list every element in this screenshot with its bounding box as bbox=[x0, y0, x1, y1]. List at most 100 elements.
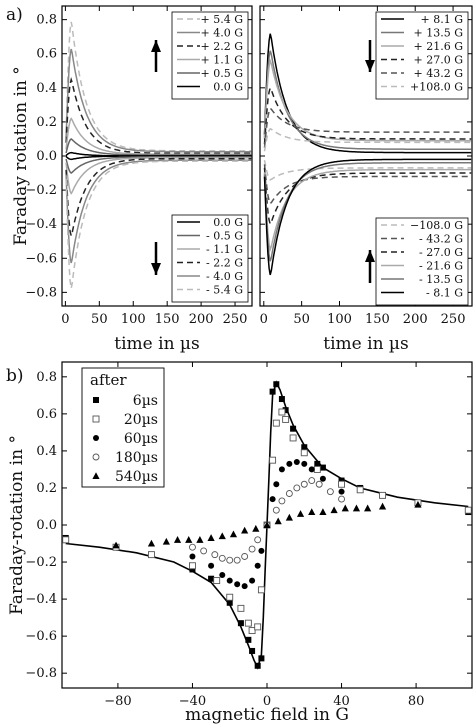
y-tick-label: 0.2 bbox=[36, 115, 57, 130]
data-point bbox=[208, 562, 215, 569]
legend-label: - 27.0 G bbox=[419, 246, 463, 259]
series-line bbox=[263, 168, 472, 253]
legend-label: - 4.0 G bbox=[206, 270, 243, 283]
data-point bbox=[296, 510, 305, 517]
data-point bbox=[330, 506, 338, 514]
data-point bbox=[248, 627, 256, 635]
y-tick-label: −0.2 bbox=[25, 183, 57, 198]
series-line bbox=[65, 76, 252, 155]
data-point bbox=[319, 508, 327, 516]
series-line bbox=[263, 50, 472, 150]
data-point bbox=[245, 636, 252, 643]
data-point bbox=[147, 539, 156, 547]
data-point bbox=[319, 464, 326, 471]
data-point bbox=[278, 497, 286, 505]
data-point bbox=[301, 460, 308, 467]
data-point bbox=[285, 490, 293, 497]
data-point bbox=[200, 547, 208, 555]
data-point bbox=[196, 536, 204, 543]
y-tick-label: 0.0 bbox=[36, 149, 57, 164]
data-point bbox=[379, 491, 386, 499]
data-point bbox=[293, 459, 300, 466]
x-tick-label: −40 bbox=[179, 694, 206, 709]
x-axis-label: time in µs bbox=[323, 334, 408, 354]
data-point bbox=[254, 623, 262, 631]
data-point bbox=[300, 480, 308, 488]
data-point bbox=[185, 536, 193, 543]
x-axis-label: time in µs bbox=[114, 334, 199, 354]
data-point bbox=[278, 466, 285, 473]
series-line bbox=[65, 155, 252, 161]
legend-label: + 27.0 G bbox=[414, 54, 464, 67]
legend-label: + 4.0 G bbox=[201, 27, 244, 40]
legend-label: - 43.2 G bbox=[419, 233, 463, 246]
y-tick-label: 0.6 bbox=[36, 407, 57, 422]
data-point bbox=[189, 543, 196, 551]
data-point bbox=[301, 444, 308, 451]
data-point bbox=[269, 388, 276, 395]
data-point bbox=[352, 504, 361, 512]
data-point bbox=[378, 502, 387, 510]
y-tick-label: −0.6 bbox=[25, 251, 57, 266]
legend-label: + 5.4 G bbox=[201, 13, 244, 26]
data-point bbox=[269, 456, 277, 464]
data-point bbox=[356, 486, 364, 494]
legend-label: 180µs bbox=[115, 450, 158, 466]
up-arrow-head bbox=[365, 250, 375, 262]
data-point bbox=[241, 553, 249, 560]
legend-label: - 5.4 G bbox=[206, 284, 243, 297]
legend-label: + 21.6 G bbox=[414, 40, 464, 53]
legend-marker bbox=[92, 472, 100, 479]
y-tick-label: −0.4 bbox=[25, 592, 57, 607]
series-line bbox=[65, 48, 252, 153]
series-line bbox=[65, 156, 252, 195]
data-point bbox=[364, 504, 372, 512]
legend-label: −108.0 G bbox=[410, 219, 463, 232]
data-point bbox=[319, 475, 326, 482]
x-tick-label: 200 bbox=[403, 312, 428, 327]
x-tick-label: 250 bbox=[441, 312, 466, 327]
y-tick-label: 0.8 bbox=[36, 13, 57, 28]
data-point bbox=[263, 521, 271, 528]
x-tick-label: 0 bbox=[61, 312, 69, 327]
data-point bbox=[208, 575, 215, 582]
legend-label: - 1.1 G bbox=[206, 243, 243, 256]
series-line bbox=[263, 58, 472, 142]
y-tick-label: −0.4 bbox=[25, 217, 57, 232]
series-line bbox=[263, 159, 472, 181]
legend-label: 0.0 G bbox=[213, 81, 243, 94]
data-point bbox=[273, 481, 280, 488]
series-line bbox=[65, 117, 252, 156]
x-tick-label: 200 bbox=[189, 312, 214, 327]
legend-box bbox=[81, 367, 165, 488]
series-line bbox=[263, 158, 472, 276]
data-point bbox=[282, 415, 290, 423]
data-point bbox=[234, 581, 241, 588]
legend-label: + 43.2 G bbox=[414, 67, 464, 80]
data-point bbox=[315, 480, 323, 488]
legend-label: - 8.1 G bbox=[426, 287, 463, 300]
data-point bbox=[241, 583, 248, 590]
data-point bbox=[257, 586, 265, 594]
data-point bbox=[112, 541, 120, 549]
x-tick-label: 100 bbox=[121, 312, 146, 327]
y-tick-label: −0.2 bbox=[25, 555, 57, 570]
data-point bbox=[226, 556, 234, 564]
y-axis-label: Faraday-rotation in ° bbox=[7, 435, 27, 615]
legend-label: 540µs bbox=[115, 469, 158, 485]
series-line bbox=[263, 164, 472, 205]
data-point bbox=[258, 547, 265, 554]
data-point bbox=[313, 465, 321, 473]
data-point bbox=[237, 604, 245, 612]
legend-box bbox=[375, 11, 469, 100]
data-point bbox=[218, 554, 226, 562]
data-point bbox=[308, 477, 316, 484]
x-tick-label: −80 bbox=[104, 694, 131, 709]
data-point bbox=[207, 534, 215, 541]
data-point bbox=[285, 513, 293, 521]
data-point bbox=[282, 407, 289, 414]
data-point bbox=[254, 536, 262, 544]
data-point bbox=[189, 566, 196, 573]
data-point bbox=[314, 460, 321, 467]
panel-label: a) bbox=[6, 5, 23, 25]
